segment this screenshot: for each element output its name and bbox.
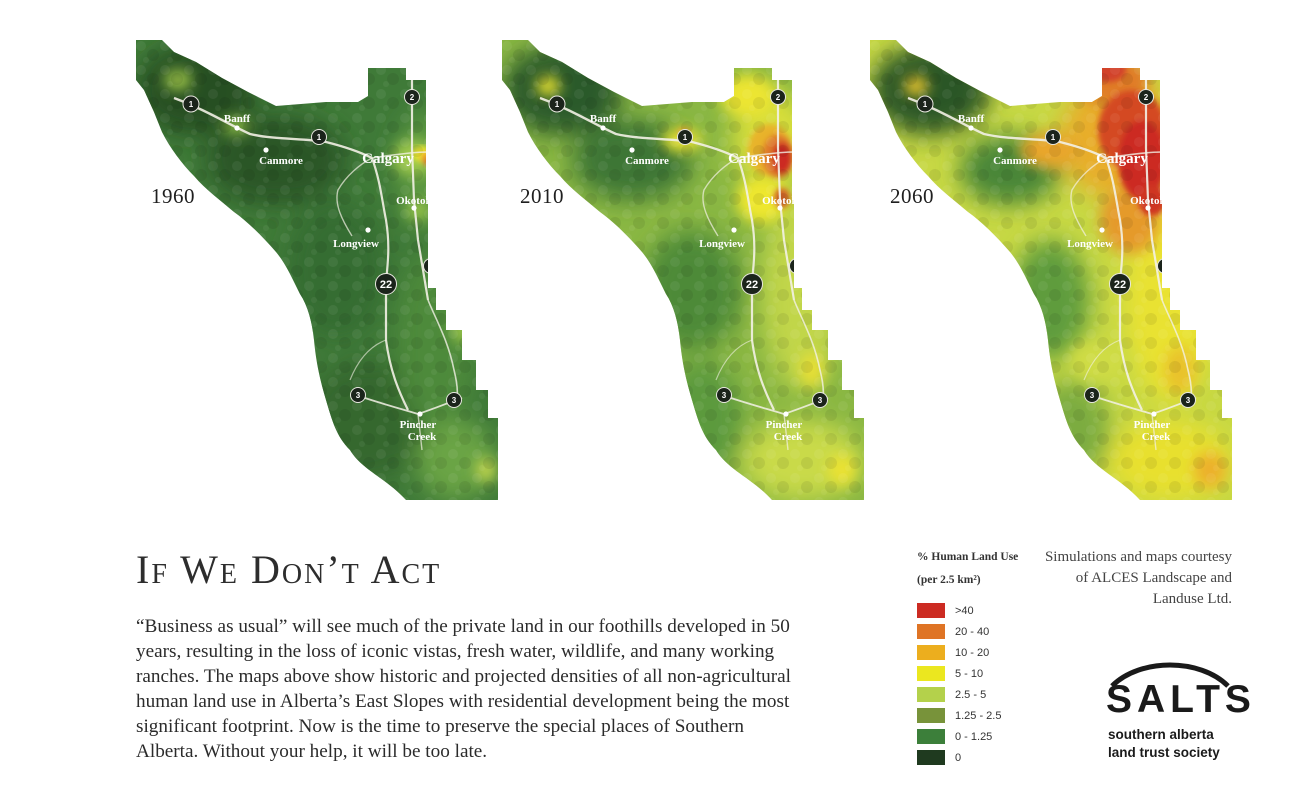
body-text: “Business as usual” will see much of the… xyxy=(136,616,792,762)
hwy-22-label: 22 xyxy=(380,279,392,291)
hwy-2-north-label: 2 xyxy=(1144,93,1149,102)
map-2010 xyxy=(502,40,864,500)
legend-swatch xyxy=(917,729,945,744)
legend-subtitle: (per 2.5 km²) xyxy=(917,574,981,586)
place-pincher: Pincher xyxy=(1134,419,1171,431)
place-pincher: Pincher xyxy=(400,419,437,431)
logo-arc-icon xyxy=(1110,662,1230,688)
legend-item: >40 xyxy=(917,600,1057,621)
hwy-1-west-label: 1 xyxy=(923,100,928,109)
hwy-3-west-label: 3 xyxy=(722,391,727,400)
place-creek: Creek xyxy=(774,431,803,443)
hwy-3-west-label: 3 xyxy=(356,391,361,400)
place-calgary: Calgary xyxy=(728,151,780,167)
legend: % Human Land Use (per 2.5 km²) >40 20 - … xyxy=(917,546,1057,768)
hwy-1-west-label: 1 xyxy=(189,100,194,109)
legend-item: 1.25 - 2.5 xyxy=(917,705,1057,726)
legend-label: 0 - 1.25 xyxy=(955,730,993,743)
place-longview: Longview xyxy=(333,238,379,250)
place-creek: Creek xyxy=(408,431,437,443)
hwy-2-north-label: 2 xyxy=(410,93,415,102)
hwy-3-east-label: 3 xyxy=(818,396,823,405)
legend-swatch xyxy=(917,666,945,681)
logo-tagline-2: land trust society xyxy=(1108,745,1220,760)
hwy-1-east-label: 1 xyxy=(1051,133,1056,142)
legend-label: 2.5 - 5 xyxy=(955,688,987,701)
legend-swatch xyxy=(917,645,945,660)
year-label-1960: 1960 xyxy=(151,184,195,208)
hwy-1-east-label: 1 xyxy=(317,133,322,142)
place-pincher: Pincher xyxy=(766,419,803,431)
place-canmore: Canmore xyxy=(259,155,303,167)
legend-swatch xyxy=(917,750,945,765)
place-longview: Longview xyxy=(1067,238,1113,250)
legend-label: 10 - 20 xyxy=(955,646,990,659)
hwy-3-east-label: 3 xyxy=(1186,396,1191,405)
place-okotoks: Okotoks xyxy=(762,195,802,207)
legend-item: 5 - 10 xyxy=(917,663,1057,684)
map-2010-labels: Banff Canmore Calgary Okotoks Longview P… xyxy=(555,93,823,443)
legend-item: 0 xyxy=(917,747,1057,768)
logo-wordmark: SALTS xyxy=(1106,678,1256,721)
place-banff: Banff xyxy=(224,113,251,125)
year-label-2010: 2010 xyxy=(520,184,564,208)
legend-swatch xyxy=(917,603,945,618)
place-banff: Banff xyxy=(958,113,985,125)
place-okotoks: Okotoks xyxy=(396,195,436,207)
place-banff: Banff xyxy=(590,113,617,125)
hwy-22-label: 22 xyxy=(746,279,758,291)
legend-label: 20 - 40 xyxy=(955,625,990,638)
legend-item: 2.5 - 5 xyxy=(917,684,1057,705)
headline: If We Don’t Act xyxy=(136,547,442,592)
legend-item: 0 - 1.25 xyxy=(917,726,1057,747)
place-okotoks: Okotoks xyxy=(1130,195,1170,207)
map-1960-labels: Banff Canmore Calgary Okotoks Longview P… xyxy=(189,93,457,443)
hwy-3-west-label: 3 xyxy=(1090,391,1095,400)
legend-swatch xyxy=(917,708,945,723)
place-longview: Longview xyxy=(699,238,745,250)
legend-label: >40 xyxy=(955,604,974,617)
hwy-2-north-label: 2 xyxy=(776,93,781,102)
legend-label: 5 - 10 xyxy=(955,667,984,680)
legend-swatch xyxy=(917,624,945,639)
place-canmore: Canmore xyxy=(625,155,669,167)
maps-panel: Banff Canmore Calgary Okotoks Longview P… xyxy=(136,40,1232,500)
hwy-2-south-label: 2 xyxy=(795,262,800,271)
year-label-2060: 2060 xyxy=(890,184,934,208)
place-calgary: Calgary xyxy=(362,151,414,167)
hwy-3-east-label: 3 xyxy=(452,396,457,405)
legend-item: 10 - 20 xyxy=(917,642,1057,663)
legend-label: 1.25 - 2.5 xyxy=(955,709,1002,722)
hwy-2-south-label: 2 xyxy=(1163,262,1168,271)
legend-title: % Human Land Use xyxy=(917,551,1019,563)
logo-tagline-1: southern alberta xyxy=(1108,727,1214,742)
place-calgary: Calgary xyxy=(1096,151,1148,167)
hwy-1-east-label: 1 xyxy=(683,133,688,142)
legend-item: 20 - 40 xyxy=(917,621,1057,642)
map-1960 xyxy=(136,40,498,500)
credit-text: Simulations and maps courtesy of ALCES L… xyxy=(1044,549,1232,607)
place-canmore: Canmore xyxy=(993,155,1037,167)
map-2060 xyxy=(870,40,1232,500)
hwy-1-west-label: 1 xyxy=(555,100,560,109)
place-creek: Creek xyxy=(1142,431,1171,443)
legend-swatch xyxy=(917,687,945,702)
hwy-2-south-label: 2 xyxy=(429,262,434,271)
map-2060-labels: Banff Canmore Calgary Okotoks Longview P… xyxy=(923,93,1191,443)
hwy-22-label: 22 xyxy=(1114,279,1126,291)
legend-label: 0 xyxy=(955,751,962,764)
